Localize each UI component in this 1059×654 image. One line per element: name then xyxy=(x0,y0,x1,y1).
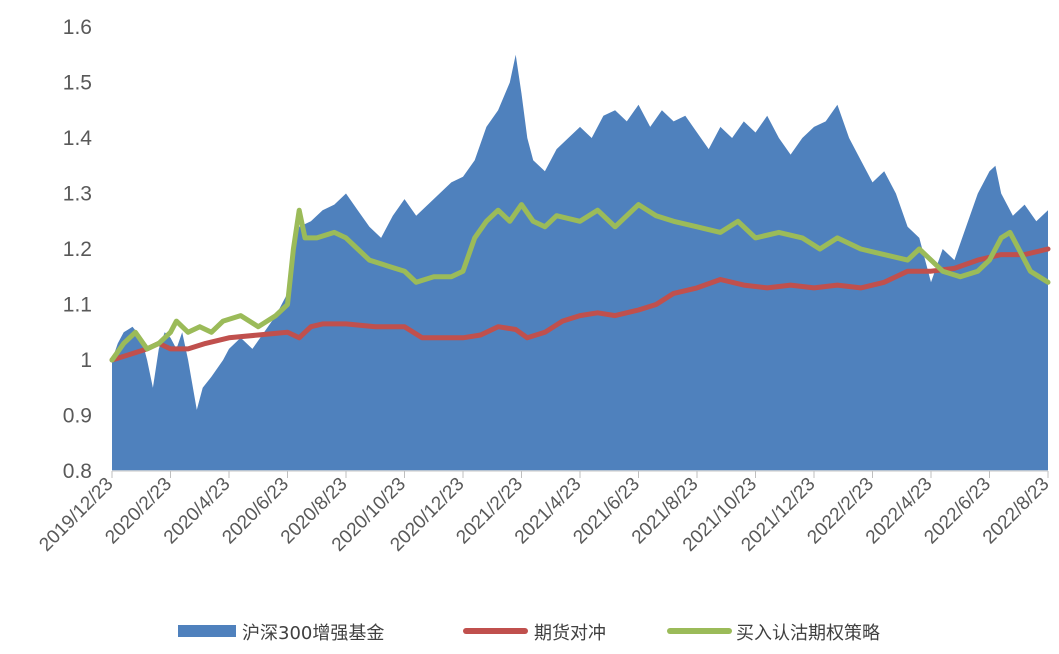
y-tick-label: 1 xyxy=(80,349,92,372)
plot-area xyxy=(109,54,1051,472)
y-tick-label: 1.1 xyxy=(63,294,92,317)
y-axis: 0.8 0.9 1 1.1 1.2 1.3 1.4 1.5 1.6 xyxy=(63,16,93,483)
y-tick-label: 1.6 xyxy=(63,16,92,39)
y-tick-label: 0.8 xyxy=(63,460,92,483)
y-tick-label: 0.9 xyxy=(63,405,92,428)
y-tick-label: 1.4 xyxy=(63,127,93,150)
series-line-futures xyxy=(109,246,1051,363)
series-line-put xyxy=(109,202,1051,363)
legend: 沪深300增强基金 期货对冲 买入认沽期权策略 xyxy=(178,623,880,644)
legend-label-futures: 期货对冲 xyxy=(534,623,606,644)
legend-label-put: 买入认沽期权策略 xyxy=(736,623,880,644)
legend-swatch-fund xyxy=(178,625,236,637)
y-tick-label: 1.2 xyxy=(63,238,92,261)
x-tick-label: 2019/12/23 xyxy=(35,474,117,556)
y-tick-label: 1.3 xyxy=(63,183,92,206)
y-tick-label: 1.5 xyxy=(63,72,92,95)
x-axis: 2019/12/232020/2/232020/4/232020/6/23202… xyxy=(35,470,1054,556)
series-area-fund xyxy=(112,54,1048,472)
legend-label-fund: 沪深300增强基金 xyxy=(242,623,384,644)
